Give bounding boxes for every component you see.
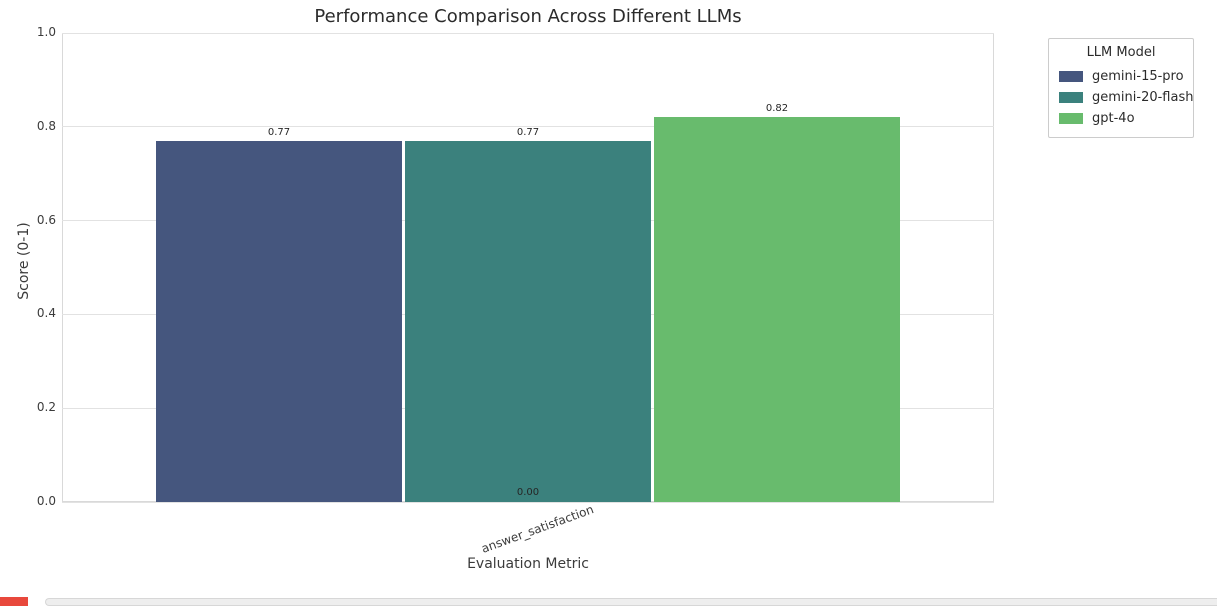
legend-label: gemini-15-pro (1092, 69, 1184, 84)
bar-gemini-20-flash (405, 141, 651, 502)
y-tick-label: 0.6 (36, 212, 56, 227)
y-tick-label: 0.0 (36, 494, 56, 508)
legend-title: LLM Model (1086, 45, 1156, 60)
x-tick-label: answer_satisfaction (479, 502, 596, 556)
bar-value-label: 0.77 (267, 127, 291, 138)
legend-box: LLM Model gemini-15-pro gemini-20-flash … (1048, 38, 1194, 138)
y-tick-label: 0.2 (36, 400, 56, 415)
chart-title: Performance Comparison Across Different … (314, 6, 742, 27)
bar-gpt-4o (654, 117, 900, 502)
gridline (62, 501, 994, 503)
x-axis-label: Evaluation Metric (467, 556, 589, 572)
legend-swatch-gpt-4o (1059, 113, 1083, 124)
legend-label: gemini-20-flash (1092, 90, 1194, 105)
legend-entry: gemini-20-flash (1059, 87, 1193, 108)
y-tick-label: 0.4 (36, 306, 56, 321)
gridline (62, 126, 994, 128)
horizontal-scrollbar[interactable] (45, 598, 1217, 606)
bar-value-label: 0.82 (765, 103, 789, 114)
legend-entry: gemini-15-pro (1059, 66, 1184, 87)
gridline (62, 32, 994, 34)
legend-swatch-gemini-15-pro (1059, 71, 1083, 82)
bottom-left-red-indicator[interactable] (0, 597, 28, 606)
legend-swatch-gemini-20-flash (1059, 92, 1083, 103)
legend-label: gpt-4o (1092, 111, 1135, 126)
y-tick-label: 0.8 (36, 118, 56, 133)
baseline-zero-label: 0.00 (516, 487, 540, 498)
y-tick-label: 1.0 (36, 25, 56, 39)
legend-entry: gpt-4o (1059, 108, 1183, 129)
bar-value-label: 0.77 (516, 127, 540, 138)
bar-gemini-15-pro (156, 141, 402, 502)
